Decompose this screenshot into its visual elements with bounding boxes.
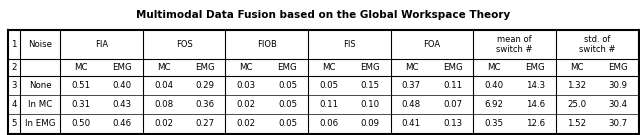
Text: 0.51: 0.51 [71, 81, 90, 90]
Text: 0.13: 0.13 [443, 119, 462, 129]
Text: 0.37: 0.37 [402, 81, 421, 90]
Text: In EMG: In EMG [25, 119, 56, 129]
Text: 6.92: 6.92 [484, 100, 504, 109]
Text: EMG: EMG [443, 63, 463, 72]
Text: 0.46: 0.46 [113, 119, 132, 129]
Text: Noise: Noise [28, 40, 52, 49]
Text: 0.40: 0.40 [484, 81, 504, 90]
Text: EMG: EMG [195, 63, 214, 72]
Text: 0.05: 0.05 [278, 81, 297, 90]
Text: EMG: EMG [608, 63, 628, 72]
Text: 0.03: 0.03 [237, 81, 256, 90]
Text: 1.32: 1.32 [567, 81, 586, 90]
Text: 0.35: 0.35 [484, 119, 504, 129]
Text: EMG: EMG [112, 63, 132, 72]
Text: EMG: EMG [278, 63, 298, 72]
Text: 14.3: 14.3 [526, 81, 545, 90]
Text: FIOB: FIOB [257, 40, 276, 49]
Text: 25.0: 25.0 [567, 100, 586, 109]
Text: 0.05: 0.05 [319, 81, 339, 90]
Text: 5: 5 [12, 119, 17, 129]
Text: EMG: EMG [525, 63, 545, 72]
Text: 0.07: 0.07 [443, 100, 462, 109]
Text: 0.05: 0.05 [278, 119, 297, 129]
Text: FOS: FOS [176, 40, 193, 49]
Text: 3: 3 [12, 81, 17, 90]
Text: 0.11: 0.11 [443, 81, 462, 90]
Text: MC: MC [487, 63, 501, 72]
Text: 0.04: 0.04 [154, 81, 173, 90]
Text: 0.48: 0.48 [402, 100, 421, 109]
Text: 0.08: 0.08 [154, 100, 173, 109]
Text: mean of
switch #: mean of switch # [497, 35, 533, 54]
Text: In MC: In MC [28, 100, 52, 109]
Text: 2: 2 [12, 63, 17, 72]
Text: 0.50: 0.50 [71, 119, 90, 129]
Text: 30.9: 30.9 [609, 81, 628, 90]
Text: EMG: EMG [360, 63, 380, 72]
Text: 1.52: 1.52 [567, 119, 586, 129]
Text: FIS: FIS [343, 40, 356, 49]
Text: 0.31: 0.31 [71, 100, 90, 109]
Text: 0.36: 0.36 [195, 100, 214, 109]
Text: MC: MC [157, 63, 170, 72]
Text: 0.41: 0.41 [402, 119, 421, 129]
Text: FIA: FIA [95, 40, 108, 49]
Text: 4: 4 [12, 100, 17, 109]
Text: 0.40: 0.40 [113, 81, 132, 90]
Text: 0.02: 0.02 [237, 100, 256, 109]
Text: 14.6: 14.6 [526, 100, 545, 109]
Text: MC: MC [404, 63, 418, 72]
Text: 0.29: 0.29 [195, 81, 214, 90]
Text: None: None [29, 81, 52, 90]
Text: 0.02: 0.02 [154, 119, 173, 129]
Text: 0.10: 0.10 [360, 100, 380, 109]
Text: 12.6: 12.6 [526, 119, 545, 129]
Text: 0.02: 0.02 [237, 119, 256, 129]
Text: 1: 1 [12, 40, 17, 49]
Text: MC: MC [239, 63, 253, 72]
Text: 0.43: 0.43 [113, 100, 132, 109]
Text: 0.05: 0.05 [278, 100, 297, 109]
Text: 30.4: 30.4 [609, 100, 628, 109]
Text: 0.15: 0.15 [360, 81, 380, 90]
Text: MC: MC [74, 63, 88, 72]
Text: 0.09: 0.09 [360, 119, 380, 129]
Text: std. of
switch #: std. of switch # [579, 35, 616, 54]
Text: 30.7: 30.7 [609, 119, 628, 129]
Text: 0.27: 0.27 [195, 119, 214, 129]
Text: 0.06: 0.06 [319, 119, 339, 129]
Text: 0.11: 0.11 [319, 100, 339, 109]
Text: FOA: FOA [424, 40, 441, 49]
Text: Multimodal Data Fusion based on the Global Workspace Theory: Multimodal Data Fusion based on the Glob… [136, 10, 510, 20]
Text: MC: MC [570, 63, 584, 72]
Text: MC: MC [322, 63, 335, 72]
